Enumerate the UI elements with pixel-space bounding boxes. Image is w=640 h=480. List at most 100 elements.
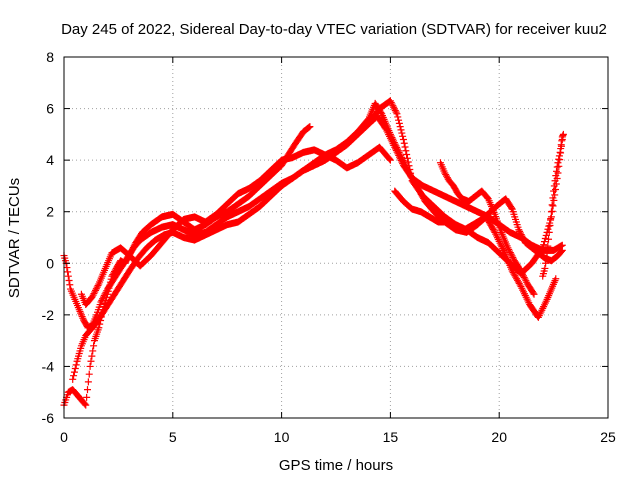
data-point bbox=[403, 151, 411, 159]
data-point bbox=[92, 286, 100, 294]
data-point bbox=[81, 400, 89, 408]
data-point bbox=[404, 158, 412, 166]
data-point bbox=[551, 177, 559, 185]
data-point bbox=[64, 272, 72, 280]
data-point bbox=[305, 123, 313, 131]
data-point bbox=[544, 242, 552, 250]
data-point bbox=[405, 162, 413, 170]
data-point bbox=[79, 314, 87, 322]
data-point bbox=[553, 167, 561, 175]
data-point bbox=[395, 119, 403, 127]
data-point bbox=[72, 361, 80, 369]
data-point bbox=[389, 102, 397, 110]
data-point bbox=[85, 370, 93, 378]
data-point bbox=[507, 204, 515, 212]
data-point bbox=[394, 113, 402, 121]
data-point bbox=[87, 357, 95, 365]
data-point bbox=[519, 270, 527, 278]
data-point bbox=[84, 378, 92, 386]
data-point bbox=[517, 267, 525, 275]
data-point bbox=[543, 249, 551, 257]
data-point bbox=[401, 143, 409, 151]
data-point bbox=[389, 135, 397, 143]
data-point bbox=[508, 252, 516, 260]
data-point bbox=[78, 313, 86, 321]
y-tick-label: 4 bbox=[46, 152, 54, 168]
data-point bbox=[65, 276, 73, 284]
x-tick-labels: 0 5 10 15 20 25 bbox=[60, 429, 616, 445]
data-point bbox=[538, 245, 546, 253]
data-point bbox=[304, 124, 312, 132]
data-point bbox=[530, 290, 538, 298]
y-tick-label: 0 bbox=[46, 255, 54, 271]
data-point bbox=[529, 289, 537, 297]
data-point bbox=[399, 132, 407, 140]
data-point bbox=[399, 157, 407, 165]
data-point bbox=[519, 272, 527, 280]
data-point bbox=[506, 249, 514, 257]
data-point bbox=[392, 108, 400, 116]
y-tick-label: -2 bbox=[42, 307, 55, 323]
data-point bbox=[93, 283, 101, 291]
series-track-d bbox=[77, 143, 394, 309]
data-point bbox=[386, 97, 394, 105]
data-point bbox=[517, 231, 525, 239]
data-point bbox=[515, 226, 523, 234]
data-point bbox=[391, 107, 399, 115]
data-point bbox=[542, 259, 550, 267]
data-point bbox=[395, 148, 403, 156]
data-point bbox=[559, 130, 567, 138]
data-point bbox=[540, 238, 548, 246]
data-point bbox=[548, 201, 556, 209]
y-tick-labels: -6 -4 -2 0 2 4 6 8 bbox=[42, 49, 55, 426]
data-point bbox=[540, 241, 548, 249]
data-point bbox=[490, 227, 498, 235]
data-point bbox=[97, 298, 105, 306]
data-point bbox=[555, 155, 563, 163]
data-point bbox=[398, 129, 406, 137]
data-point bbox=[395, 116, 403, 124]
data-point bbox=[507, 250, 515, 258]
data-point bbox=[547, 208, 555, 216]
y-tick-label: 2 bbox=[46, 204, 54, 220]
data-point bbox=[550, 182, 558, 190]
x-tick-label: 25 bbox=[600, 429, 616, 445]
data-point bbox=[392, 142, 400, 150]
data-point bbox=[397, 126, 405, 134]
plot-frame bbox=[63, 56, 609, 419]
data-point bbox=[539, 244, 547, 252]
data-point bbox=[399, 136, 407, 144]
data-point bbox=[547, 215, 555, 223]
data-point bbox=[306, 123, 314, 131]
data-point bbox=[542, 231, 550, 239]
data-point bbox=[397, 153, 405, 161]
x-tick-label: 5 bbox=[169, 429, 177, 445]
data-point bbox=[90, 342, 98, 350]
data-point bbox=[92, 285, 100, 293]
data-point bbox=[94, 282, 102, 290]
data-point bbox=[550, 187, 558, 195]
y-tick-label: 8 bbox=[46, 49, 54, 65]
data-point bbox=[386, 130, 394, 138]
x-tick-label: 10 bbox=[274, 429, 290, 445]
data-point bbox=[100, 292, 108, 300]
data-points bbox=[60, 97, 567, 409]
data-point bbox=[518, 269, 526, 277]
data-point bbox=[546, 221, 554, 229]
data-point bbox=[99, 295, 107, 303]
data-point bbox=[505, 245, 513, 253]
data-point bbox=[520, 235, 528, 243]
data-point bbox=[83, 393, 91, 401]
data-point bbox=[401, 160, 409, 168]
x-tick-label: 15 bbox=[383, 429, 399, 445]
data-point bbox=[520, 273, 528, 281]
data-point bbox=[391, 140, 399, 148]
data-point bbox=[393, 110, 401, 118]
data-point bbox=[545, 235, 553, 243]
data-point bbox=[407, 173, 415, 181]
data-point bbox=[542, 254, 550, 262]
data-point bbox=[393, 143, 401, 151]
data-point bbox=[549, 194, 557, 202]
